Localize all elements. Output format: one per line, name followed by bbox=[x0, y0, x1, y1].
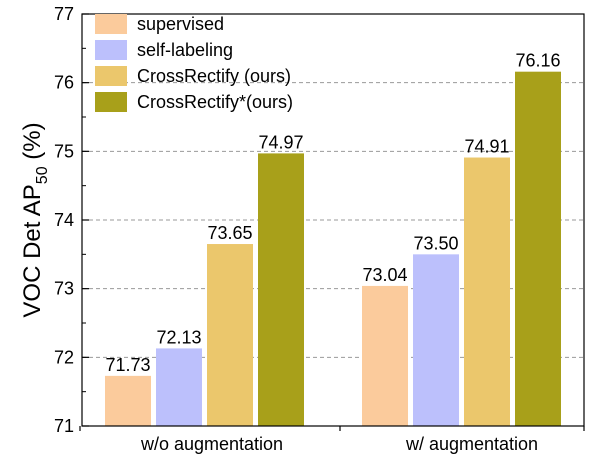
axes bbox=[79, 13, 585, 431]
x-category-label: w/ augmentation bbox=[405, 434, 538, 454]
legend-swatch bbox=[95, 14, 127, 34]
data-label: 74.91 bbox=[464, 137, 509, 157]
data-label: 73.65 bbox=[207, 223, 252, 243]
legend: supervised self-labeling CrossRectify (our… bbox=[95, 14, 293, 112]
data-label: 72.13 bbox=[156, 327, 201, 347]
bars bbox=[105, 71, 561, 427]
y-tick-label: 76 bbox=[54, 73, 74, 93]
y-axis-label: VOC Det AP50 (%) bbox=[19, 122, 51, 317]
y-tick-label: 73 bbox=[54, 279, 74, 299]
y-tick-label: 71 bbox=[54, 416, 74, 436]
x-category-labels: w/o augmentation w/ augmentation bbox=[140, 434, 538, 454]
bar bbox=[464, 157, 510, 426]
data-label: 73.04 bbox=[362, 265, 407, 285]
legend-label: self-labeling bbox=[137, 40, 233, 60]
data-label: 73.50 bbox=[413, 233, 458, 253]
bar bbox=[207, 244, 253, 426]
y-tick-label: 74 bbox=[54, 210, 74, 230]
legend-label: CrossRectify (ours) bbox=[137, 66, 291, 86]
data-label: 76.16 bbox=[515, 51, 560, 71]
legend-swatch bbox=[95, 40, 127, 60]
data-label: 74.97 bbox=[258, 132, 303, 152]
y-tick-labels: 71 72 73 74 75 76 77 bbox=[54, 4, 74, 436]
bar bbox=[362, 285, 408, 426]
y-tick-label: 77 bbox=[54, 4, 74, 24]
legend-swatch bbox=[95, 92, 127, 112]
x-category-label: w/o augmentation bbox=[140, 434, 283, 454]
y-axis-label-suffix: (%) bbox=[19, 122, 46, 166]
y-axis-label-main: VOC Det AP bbox=[19, 184, 46, 317]
data-label: 71.73 bbox=[105, 355, 150, 375]
bar bbox=[156, 348, 202, 426]
bar bbox=[105, 375, 151, 426]
y-axis-label-subscript: 50 bbox=[34, 166, 51, 184]
data-labels: 71.73 72.13 73.65 74.97 73.04 73.50 74.91 76.16 bbox=[105, 51, 560, 375]
y-tick-label: 72 bbox=[54, 347, 74, 367]
bar bbox=[413, 254, 459, 426]
bar bbox=[515, 71, 561, 427]
legend-label: CrossRectify*(ours) bbox=[137, 92, 293, 112]
y-tick-label: 75 bbox=[54, 141, 74, 161]
legend-swatch bbox=[95, 66, 127, 86]
bar bbox=[258, 153, 304, 427]
legend-label: supervised bbox=[137, 14, 224, 34]
